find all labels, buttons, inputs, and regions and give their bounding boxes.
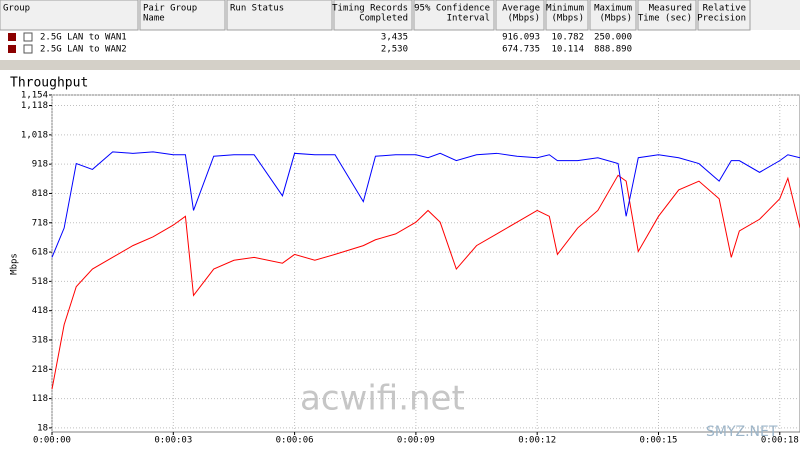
row-name: 2.5G LAN to WAN1: [40, 33, 127, 43]
header-text: (Mbps): [599, 14, 632, 24]
row-icon: [8, 45, 16, 53]
header-text: Interval: [447, 14, 490, 24]
y-tick-label: 918: [32, 160, 48, 170]
header-cell: [413, 0, 495, 31]
chart-title: Throughput: [10, 76, 88, 91]
row-icon: [8, 33, 16, 41]
header-text: Completed: [359, 14, 408, 24]
header-text: Timing Records: [332, 4, 408, 14]
expand-box: [23, 32, 33, 42]
header-text: (Mbps): [507, 14, 540, 24]
series-line: [51, 174, 800, 390]
header-text: Time (sec): [638, 14, 692, 24]
plot-area: [51, 94, 800, 433]
row-value: 10.782: [551, 33, 584, 43]
y-tick-label: 218: [32, 365, 48, 375]
header-text: Run Status: [230, 4, 284, 14]
series-line: [51, 151, 800, 258]
header-cell: [139, 0, 226, 31]
y-tick-label: 818: [32, 189, 48, 199]
header-cell: [495, 0, 545, 31]
y-tick-label: 18: [37, 423, 48, 433]
splitter: [0, 60, 800, 70]
header-cell: [545, 0, 589, 31]
y-tick-label: 118: [32, 394, 48, 404]
header-cell: [589, 0, 637, 31]
row-value: 916.093: [502, 33, 540, 43]
header-text: Minimum: [546, 4, 584, 14]
header-text: Measured: [649, 4, 692, 14]
header-text: Relative: [703, 4, 746, 14]
x-tick-label: 0:00:00: [33, 436, 71, 446]
header-text: Group: [3, 4, 30, 14]
row-value: 3,435: [381, 33, 408, 43]
y-tick-label: 518: [32, 277, 48, 287]
x-tick-label: 0:00:03: [154, 436, 192, 446]
header-text: Maximum: [594, 4, 632, 14]
y-tick-label: 718: [32, 218, 48, 228]
header-text: 95% Confidence: [414, 4, 490, 14]
header-text: Pair Group: [143, 4, 197, 14]
y-tick-label: 1,154: [21, 91, 48, 101]
row-value: 250.000: [594, 33, 632, 43]
row-value: 888.890: [594, 45, 632, 55]
header-cell: [226, 0, 333, 31]
x-tick-label: 0:00:12: [518, 436, 556, 446]
watermark: SMYZ.NET: [706, 424, 778, 440]
row-value: 10.114: [551, 45, 584, 55]
y-axis-label: Mbps: [10, 253, 20, 275]
y-tick-label: 418: [32, 306, 48, 316]
header-text: Precision: [697, 14, 746, 24]
y-tick-label: 1,018: [21, 130, 48, 140]
y-tick-label: 318: [32, 335, 48, 345]
row-value: 674.735: [502, 45, 540, 55]
header-cell: [637, 0, 697, 31]
y-tick-label: 618: [32, 248, 48, 258]
row-name: 2.5G LAN to WAN2: [40, 45, 127, 55]
header-cell: [0, 0, 139, 31]
x-tick-label: 0:00:06: [276, 436, 314, 446]
row-value: 2,530: [381, 45, 408, 55]
x-tick-label: 0:00:15: [640, 436, 678, 446]
y-tick-label: 1,118: [21, 101, 48, 111]
header-cell: [333, 0, 413, 31]
header-text: Average: [502, 4, 540, 14]
x-tick-label: 0:00:09: [397, 436, 435, 446]
header-text: Name: [143, 14, 165, 24]
header-text: (Mbps): [551, 14, 584, 24]
x-tick-label: 0:00:18: [761, 436, 799, 446]
expand-box: [23, 44, 33, 54]
header-cell: [697, 0, 751, 31]
